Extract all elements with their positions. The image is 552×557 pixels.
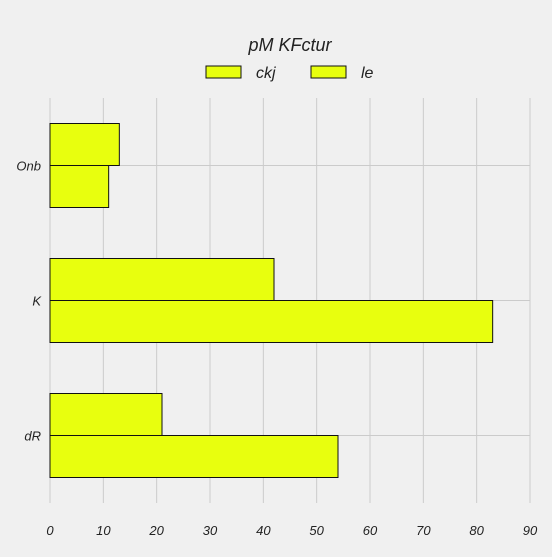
legend-swatch-le — [310, 65, 347, 79]
legend-label-le: le — [361, 65, 374, 82]
x-tick-label: 90 — [523, 523, 538, 538]
legend-swatch-ckj — [205, 65, 242, 79]
legend-label-ckj: ckj — [256, 65, 276, 82]
legend: ckj le — [205, 65, 374, 82]
bar-le-K — [49, 300, 494, 343]
bar-ckj-Onb — [49, 123, 120, 166]
bars — [49, 123, 494, 478]
bar-ckj-dR — [49, 393, 163, 436]
x-tick-label: 60 — [363, 523, 378, 538]
x-tick-label: 70 — [416, 523, 431, 538]
x-tick-labels: 0 10 20 30 40 50 60 70 80 90 — [46, 523, 538, 538]
bar-ckj-K — [49, 258, 275, 301]
x-tick-label: 30 — [203, 523, 218, 538]
x-tick-label: 20 — [148, 523, 164, 538]
chart-title: pM KFctur — [247, 35, 332, 55]
y-tick-labels: Onb KdR — [16, 159, 42, 444]
y-tick-label: Onb — [16, 159, 41, 174]
bar-le-dR — [49, 435, 339, 478]
x-tick-label: 0 — [46, 523, 54, 538]
x-tick-label: 50 — [309, 523, 324, 538]
x-tick-label: 40 — [256, 523, 271, 538]
x-tick-label: 80 — [469, 523, 484, 538]
y-tick-label: K — [32, 294, 42, 309]
x-tick-label: 10 — [96, 523, 111, 538]
y-tick-label: dR — [24, 429, 41, 444]
bar-le-Onb — [49, 165, 110, 208]
